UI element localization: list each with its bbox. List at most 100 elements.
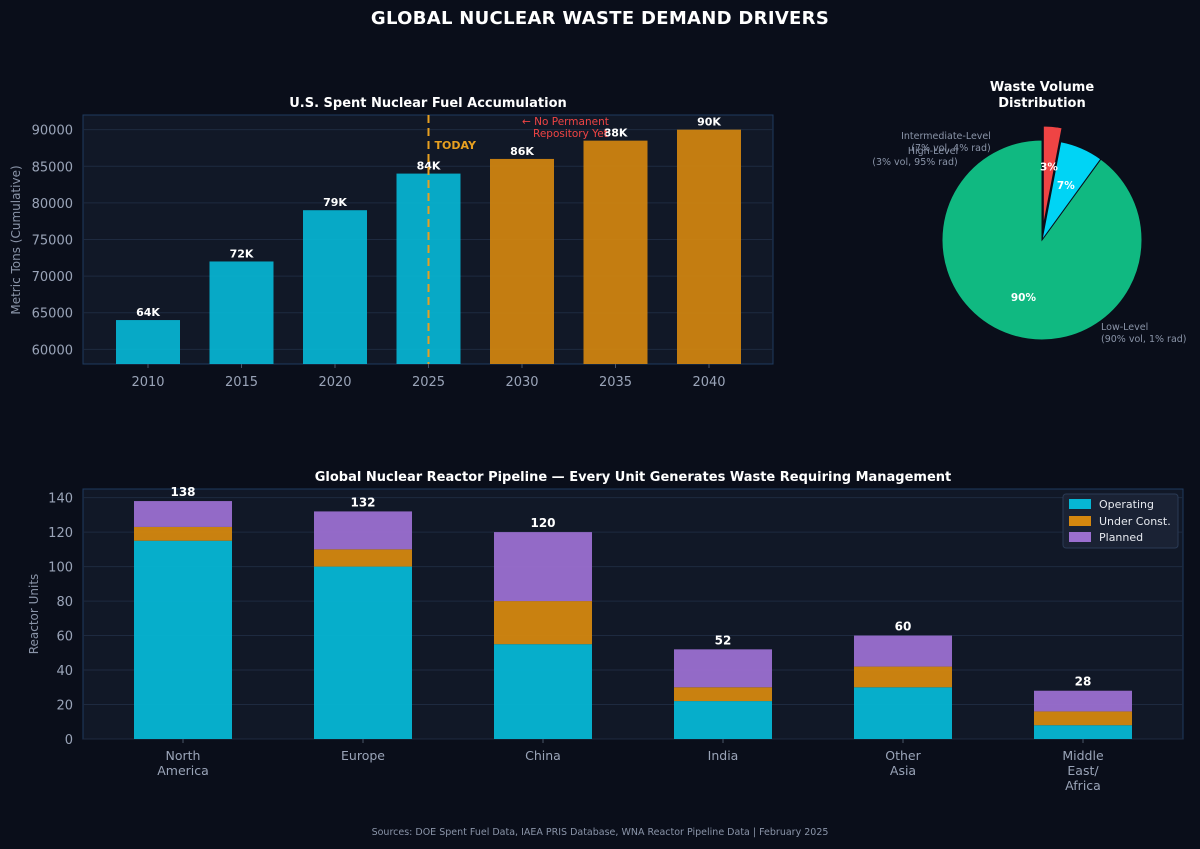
spent-fuel-bar-label: 84K <box>417 160 441 173</box>
reactor-x-tick: India <box>708 748 739 763</box>
spent-fuel-y-tick: 75000 <box>32 234 73 249</box>
reactor-bar-segment <box>1034 725 1132 739</box>
reactor-x-tick: Europe <box>341 748 385 763</box>
reactor-plot-area <box>82 488 1184 740</box>
reactor-chart-title: Global Nuclear Reactor Pipeline — Every … <box>315 470 952 485</box>
no-repository-annotation-line1: ← No Permanent <box>522 116 609 128</box>
pie-label-low-level-line1: Low-Level <box>1101 322 1148 333</box>
reactor-bar-segment <box>134 540 232 739</box>
spent-fuel-x-tick: 2025 <box>412 375 445 390</box>
reactor-bar-segment <box>134 501 232 527</box>
spent-fuel-y-tick: 85000 <box>32 160 73 175</box>
spent-fuel-bar <box>583 140 648 364</box>
reactor-x-tick: Africa <box>1065 778 1101 793</box>
spent-fuel-bar-label: 64K <box>136 306 160 319</box>
reactor-bar-segment <box>854 635 952 667</box>
reactor-bar-segment <box>314 566 412 739</box>
reactor-y-tick: 0 <box>65 733 73 748</box>
pie-slice-pct-label: 7% <box>1057 180 1075 192</box>
legend-label-planned: Planned <box>1099 531 1143 544</box>
reactor-bar-segment <box>674 649 772 688</box>
reactor-bar-segment <box>494 601 592 645</box>
reactor-bar-segment <box>314 549 412 567</box>
reactor-total-label: 138 <box>170 485 195 499</box>
reactor-bar-segment <box>494 532 592 602</box>
reactor-bar-segment <box>1034 711 1132 726</box>
waste-volume-pie-chart: Waste Volume Distribution 90% 7% 3% Low-Le… <box>872 80 1186 345</box>
spent-fuel-x-tick: 2035 <box>599 375 632 390</box>
pie-label-high-level-line2: (3% vol, 95% rad) <box>872 157 958 168</box>
reactor-total-label: 120 <box>530 516 555 530</box>
spent-fuel-bar-label: 90K <box>697 116 721 129</box>
reactor-y-tick: 80 <box>56 595 73 610</box>
spent-fuel-y-axis-label: Metric Tons (Cumulative) <box>9 165 23 314</box>
reactor-y-tick: 100 <box>48 561 73 576</box>
reactor-y-tick: 20 <box>56 699 73 714</box>
spent-fuel-bar-label: 72K <box>230 247 254 260</box>
reactor-x-tick: Asia <box>890 763 916 778</box>
spent-fuel-y-tick: 65000 <box>32 307 73 322</box>
legend-swatch-planned <box>1069 532 1091 542</box>
spent-fuel-y-tick: 60000 <box>32 343 73 358</box>
reactor-y-tick: 140 <box>48 492 73 507</box>
reactor-bar-segment <box>674 701 772 739</box>
spent-fuel-x-tick: 2015 <box>225 375 258 390</box>
reactor-bar-segment <box>854 666 952 688</box>
spent-fuel-bar-label: 79K <box>323 196 347 209</box>
spent-fuel-bar-label: 88K <box>604 127 628 140</box>
reactor-x-tick: China <box>525 748 561 763</box>
spent-fuel-x-tick: 2030 <box>505 375 538 390</box>
reactor-total-label: 132 <box>350 495 375 509</box>
reactor-total-label: 28 <box>1075 675 1092 689</box>
no-repository-annotation-line2: Repository Yet <box>533 128 608 140</box>
reactor-bar-segment <box>854 687 952 739</box>
legend-label-under-construction: Under Const. <box>1099 515 1171 528</box>
pie-label-intermediate-line1: Intermediate-Level <box>901 131 991 142</box>
legend-swatch-operating <box>1069 499 1091 509</box>
reactor-x-tick: America <box>157 763 209 778</box>
reactor-legend: Operating Under Const. Planned <box>1062 493 1179 549</box>
reactor-bar-segment <box>314 511 412 550</box>
spent-fuel-bar <box>116 320 180 364</box>
main-title: GLOBAL NUCLEAR WASTE DEMAND DRIVERS <box>370 8 830 29</box>
spent-fuel-bar <box>396 173 461 364</box>
reactor-x-tick: Middle <box>1062 748 1104 763</box>
spent-fuel-y-tick: 70000 <box>32 270 73 285</box>
today-marker-label: TODAY <box>435 139 477 152</box>
spent-fuel-y-tick: 90000 <box>32 124 73 139</box>
spent-fuel-x-tick: 2040 <box>692 375 725 390</box>
legend-label-operating: Operating <box>1099 498 1154 511</box>
pie-title-line2: Distribution <box>998 96 1085 111</box>
spent-fuel-y-tick: 80000 <box>32 197 73 212</box>
legend-swatch-under-construction <box>1069 516 1091 526</box>
spent-fuel-chart: U.S. Spent Nuclear Fuel Accumulation 64K… <box>9 96 774 390</box>
reactor-bar-segment <box>674 687 772 702</box>
sources-footer: Sources: DOE Spent Fuel Data, IAEA PRIS … <box>371 827 829 838</box>
reactor-x-tick: East/ <box>1067 763 1099 778</box>
reactor-y-axis-label: Reactor Units <box>27 574 41 655</box>
reactor-bar-segment <box>1034 690 1132 712</box>
reactor-y-tick: 60 <box>56 630 73 645</box>
pie-slice <box>1041 141 1102 241</box>
spent-fuel-bar <box>490 158 554 364</box>
pie-slice-pct-label: 3% <box>1040 161 1058 173</box>
pie-label-intermediate-line2: (7% vol, 4% rad) <box>911 143 990 154</box>
reactor-x-tick: North <box>166 748 201 763</box>
reactor-total-label: 60 <box>895 620 912 634</box>
pie-label-high-level-line1: High-Level <box>908 146 958 157</box>
legend-box <box>1062 493 1179 549</box>
reactor-total-label: 52 <box>715 633 732 647</box>
reactor-x-tick: Other <box>885 748 921 763</box>
spent-fuel-x-tick: 2020 <box>318 375 351 390</box>
pie-slice-pct-label: 90% <box>1011 292 1037 304</box>
reactor-y-tick: 40 <box>56 664 73 679</box>
reactor-pipeline-chart: Global Nuclear Reactor Pipeline — Every … <box>27 470 1184 793</box>
reactor-bar-segment <box>494 644 592 739</box>
pie-label-low-level-line2: (90% vol, 1% rad) <box>1101 334 1187 345</box>
spent-fuel-bar <box>209 261 274 364</box>
spent-fuel-chart-title: U.S. Spent Nuclear Fuel Accumulation <box>289 96 567 111</box>
pie-title-line1: Waste Volume <box>990 80 1094 95</box>
spent-fuel-bar-label: 86K <box>510 145 534 158</box>
spent-fuel-x-tick: 2010 <box>131 375 164 390</box>
